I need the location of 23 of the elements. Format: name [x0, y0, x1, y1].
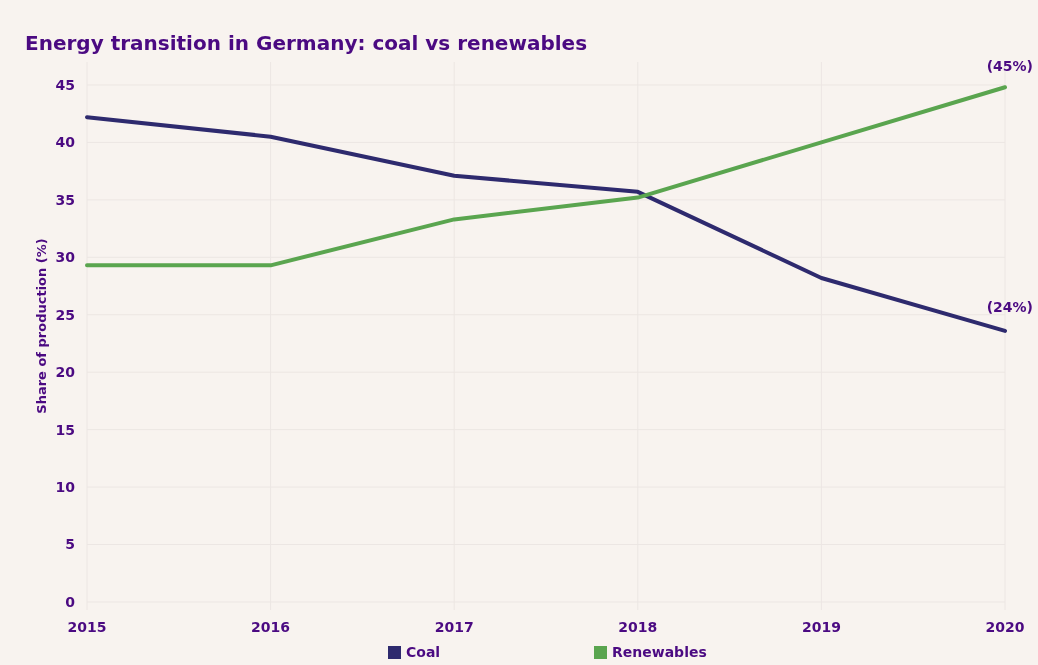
y-tick-label: 15 [55, 421, 75, 438]
x-tick-label: 2015 [67, 619, 107, 635]
y-tick-label: 0 [65, 593, 76, 610]
y-tick-label: 25 [55, 306, 75, 323]
x-tick-label: 2019 [801, 619, 841, 635]
y-tick-label: 5 [65, 536, 75, 553]
line-series [85, 85, 1007, 268]
y-tick-label: 35 [55, 191, 75, 208]
y-tick-label: 40 [55, 134, 76, 151]
y-tick-label: 45 [55, 76, 75, 93]
y-tick-label: 20 [55, 364, 76, 381]
x-tick-label: 2016 [251, 619, 291, 635]
x-tick-label: 2017 [434, 619, 474, 635]
y-tick-label: 30 [55, 249, 76, 266]
y-tick-label: 10 [55, 478, 76, 495]
chart-title: Energy transition in Germany: coal vs renewables [25, 31, 588, 55]
annotation: (45%) [986, 57, 1033, 74]
x-tick-label: 2018 [618, 619, 658, 635]
legend-label: Renewables [612, 644, 707, 660]
x-tick-label: 2020 [985, 619, 1025, 635]
annotation: (24%) [986, 299, 1033, 316]
legend-label: Coal [406, 644, 441, 660]
y-axis-title: Share of production (%) [34, 238, 49, 414]
